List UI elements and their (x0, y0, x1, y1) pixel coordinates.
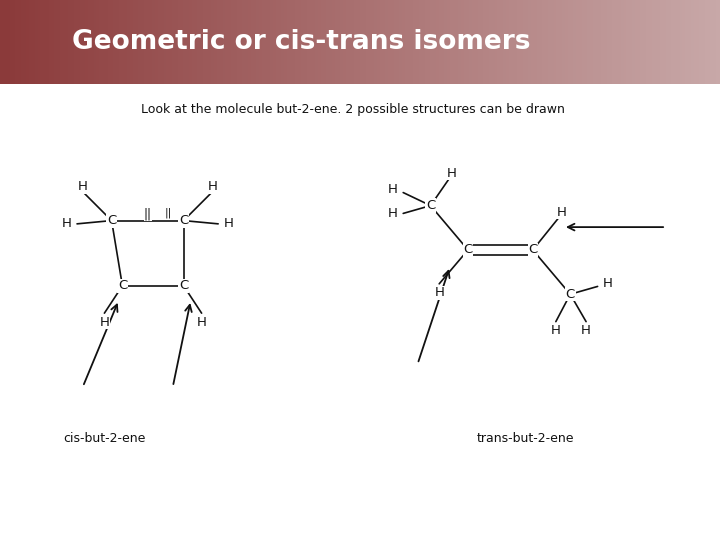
Text: C: C (118, 279, 127, 292)
Text: H: H (197, 316, 207, 329)
Text: H: H (447, 166, 457, 179)
Text: trans-but-2-ene: trans-but-2-ene (477, 433, 575, 446)
Text: H: H (207, 180, 217, 193)
Text: C: C (426, 199, 435, 212)
Text: H: H (581, 324, 591, 338)
Text: H: H (388, 183, 398, 196)
Text: C: C (179, 214, 188, 227)
Text: cis-but-2-ene: cis-but-2-ene (63, 433, 145, 446)
Text: H: H (388, 207, 398, 220)
Text: H: H (557, 206, 567, 219)
Text: H: H (603, 276, 613, 289)
Text: Look at the molecule but-2-ene. 2 possible structures can be drawn: Look at the molecule but-2-ene. 2 possib… (141, 103, 564, 116)
Text: C: C (566, 288, 575, 301)
Text: C: C (179, 279, 188, 292)
Text: ||: || (164, 207, 171, 218)
Text: H: H (434, 286, 444, 300)
Text: C: C (528, 244, 537, 256)
Text: H: H (62, 217, 72, 231)
Text: C: C (464, 244, 472, 256)
Text: H: H (551, 324, 561, 338)
Text: H: H (223, 217, 233, 231)
Text: Geometric or cis-trans isomers: Geometric or cis-trans isomers (72, 29, 531, 55)
Text: H: H (78, 180, 88, 193)
Text: ||: || (143, 207, 152, 220)
Text: H: H (99, 316, 109, 329)
Text: C: C (107, 214, 116, 227)
